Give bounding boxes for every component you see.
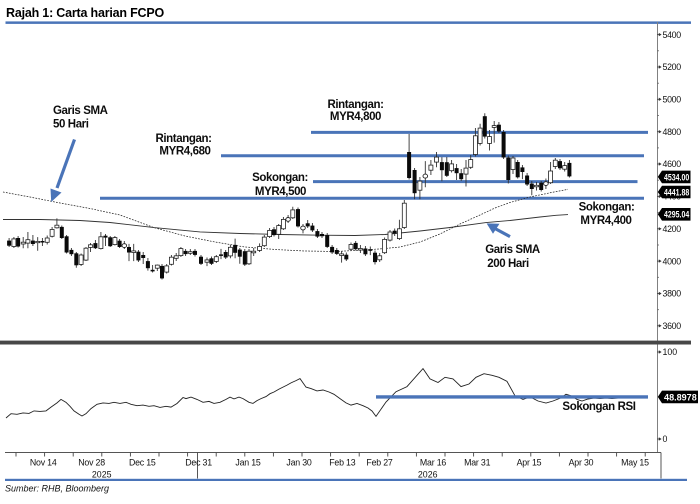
svg-text:May 15: May 15 xyxy=(621,458,649,468)
svg-text:5000: 5000 xyxy=(663,95,682,105)
svg-text:4295.04: 4295.04 xyxy=(664,210,690,220)
svg-text:2025: 2025 xyxy=(92,470,112,480)
svg-text:Feb 13: Feb 13 xyxy=(329,458,355,468)
svg-text:Rintangan:: Rintangan: xyxy=(155,133,211,145)
svg-text:Sumber: RHB, Bloomberg: Sumber: RHB, Bloomberg xyxy=(5,484,109,494)
svg-text:Feb 27: Feb 27 xyxy=(366,458,392,468)
svg-text:Sokongan:: Sokongan: xyxy=(252,172,308,184)
svg-text:4000: 4000 xyxy=(663,256,682,266)
svg-text:50 Hari: 50 Hari xyxy=(53,119,89,131)
svg-text:Garis SMA: Garis SMA xyxy=(485,244,540,256)
svg-text:Nov 14: Nov 14 xyxy=(30,458,57,468)
svg-text:Rajah 1: Carta harian FCPO: Rajah 1: Carta harian FCPO xyxy=(6,6,165,20)
svg-text:3600: 3600 xyxy=(663,321,682,331)
svg-text:4534.00: 4534.00 xyxy=(664,172,689,182)
svg-text:4200: 4200 xyxy=(663,224,682,234)
svg-text:0: 0 xyxy=(663,434,668,444)
svg-text:Nov 28: Nov 28 xyxy=(78,458,105,468)
svg-text:MYR4,500: MYR4,500 xyxy=(255,186,306,198)
svg-text:200 Hari: 200 Hari xyxy=(487,258,529,270)
svg-text:Sokongan:: Sokongan: xyxy=(579,202,635,214)
svg-text:Dec 15: Dec 15 xyxy=(129,458,156,468)
svg-text:Apr 15: Apr 15 xyxy=(517,458,542,468)
svg-text:Mar 16: Mar 16 xyxy=(420,458,446,468)
svg-text:2026: 2026 xyxy=(418,470,438,480)
svg-text:48.8978: 48.8978 xyxy=(664,392,697,402)
svg-text:MYR4,800: MYR4,800 xyxy=(330,111,381,123)
svg-text:Garis SMA: Garis SMA xyxy=(53,105,108,117)
svg-text:Sokongan RSI: Sokongan RSI xyxy=(562,401,635,413)
svg-text:Rintangan:: Rintangan: xyxy=(327,99,383,111)
svg-text:MYR4,680: MYR4,680 xyxy=(159,146,210,158)
svg-text:Mar 31: Mar 31 xyxy=(464,458,490,468)
svg-text:4800: 4800 xyxy=(663,127,682,137)
svg-text:Jan 15: Jan 15 xyxy=(235,458,261,468)
svg-text:MYR4,400: MYR4,400 xyxy=(580,215,631,227)
svg-text:Jan 30: Jan 30 xyxy=(286,458,312,468)
svg-text:5400: 5400 xyxy=(663,30,682,40)
svg-text:Apr 30: Apr 30 xyxy=(569,458,594,468)
svg-text:100: 100 xyxy=(663,347,678,357)
svg-text:3800: 3800 xyxy=(663,289,682,299)
svg-text:5200: 5200 xyxy=(663,62,682,72)
svg-text:Dec 31: Dec 31 xyxy=(185,458,212,468)
svg-text:4441.88: 4441.88 xyxy=(664,187,689,197)
svg-text:4600: 4600 xyxy=(663,159,682,169)
